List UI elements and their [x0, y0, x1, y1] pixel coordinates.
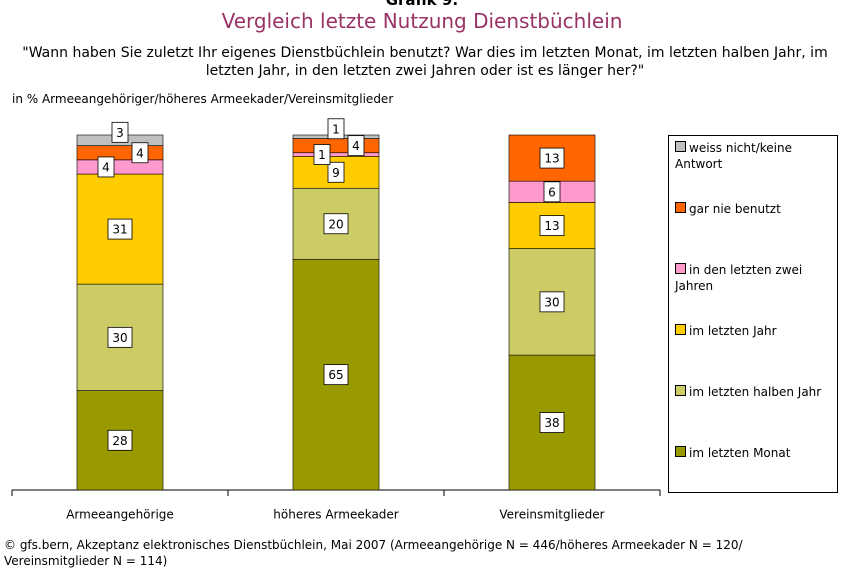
data-label: 65 — [328, 368, 343, 382]
label-box — [543, 181, 561, 203]
label-box — [539, 412, 565, 433]
data-label: 6 — [548, 185, 556, 199]
label-box — [323, 213, 349, 235]
legend-swatch — [675, 446, 686, 457]
data-label: 28 — [112, 434, 127, 448]
legend-item: im letzten Monat — [675, 445, 835, 461]
legend-label: im letzten halben Jahr — [689, 385, 822, 399]
chart-title: Vergleich letzte Nutzung Dienstbüchlein — [221, 9, 623, 33]
legend-item: im letzten halben Jahr — [675, 384, 835, 400]
bar-segment — [76, 159, 164, 175]
data-label: 38 — [544, 416, 559, 430]
legend-swatch — [675, 202, 686, 213]
legend-swatch — [675, 385, 686, 396]
data-label: 1 — [332, 122, 340, 136]
legend-label: im letzten Jahr — [689, 324, 777, 338]
label-box — [313, 144, 331, 165]
data-label: 30 — [544, 295, 559, 309]
data-label: 13 — [544, 152, 559, 166]
x-tick-label: Vereinsmitglieder — [499, 508, 604, 522]
data-label: 1 — [318, 148, 326, 162]
legend-swatch — [675, 263, 686, 274]
legend-label: in den letzten zwei Jahren — [675, 263, 803, 293]
data-label: 13 — [544, 219, 559, 233]
label-box — [347, 135, 365, 157]
label-box — [539, 215, 565, 236]
data-label: 4 — [136, 146, 144, 160]
legend-swatch — [675, 141, 686, 152]
legend: weiss nicht/keine Antwort gar nie benutzt… — [668, 135, 838, 493]
data-label: 20 — [328, 217, 343, 231]
label-box — [107, 218, 133, 240]
label-box — [327, 118, 345, 140]
bar-segment — [292, 152, 380, 157]
label-box — [107, 429, 133, 451]
label-box — [539, 291, 565, 313]
label-box — [111, 121, 129, 143]
footnote: © gfs.bern, Akzeptanz elektronisches Die… — [4, 538, 743, 568]
x-tick-label: Armeeangehörige — [66, 508, 174, 522]
data-label: 30 — [112, 331, 127, 345]
label-box — [131, 142, 149, 164]
label-box — [539, 147, 565, 169]
subtitle: "Wann haben Sie zuletzt Ihr eigenes Dien… — [22, 45, 828, 79]
data-label: 3 — [116, 126, 124, 140]
legend-label: weiss nicht/keine Antwort — [675, 141, 792, 171]
supertitle: Grafik 9: — [385, 0, 459, 9]
legend-item: gar nie benutzt — [675, 201, 835, 217]
legend-label: im letzten Monat — [689, 446, 791, 460]
label-box — [97, 156, 115, 178]
data-label: 4 — [102, 160, 110, 174]
label-box — [107, 326, 133, 348]
label-box — [327, 161, 345, 183]
label-box — [323, 364, 349, 386]
y-label: in % Armeeangehöriger/höheres Armeekader… — [12, 92, 394, 106]
legend-item: weiss nicht/keine Antwort — [675, 140, 835, 172]
bar-segment — [76, 145, 164, 161]
data-label: 9 — [332, 166, 340, 180]
data-label: 31 — [112, 223, 127, 237]
legend-label: gar nie benutzt — [689, 202, 781, 216]
legend-item: in den letzten zwei Jahren — [675, 262, 835, 294]
bar-segment — [292, 138, 380, 154]
legend-item: im letzten Jahr — [675, 323, 835, 339]
legend-swatch — [675, 324, 686, 335]
x-tick-label: höheres Armeekader — [273, 508, 399, 522]
data-label: 4 — [352, 139, 360, 153]
